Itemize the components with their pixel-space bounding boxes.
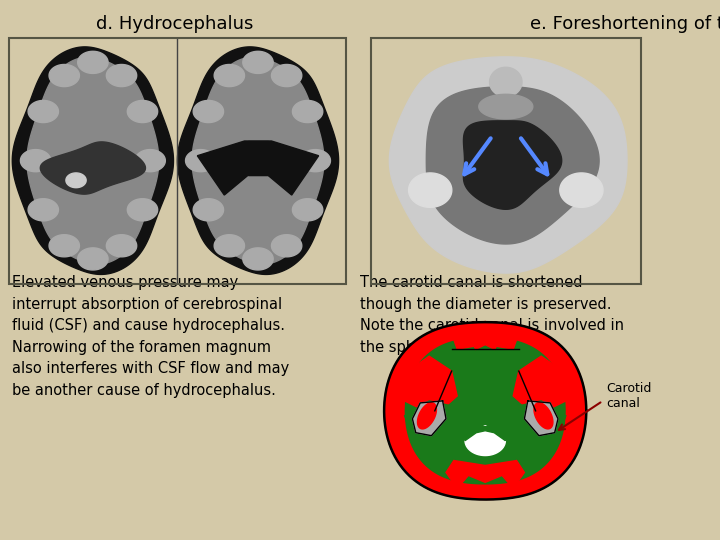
Polygon shape: [508, 401, 566, 450]
Polygon shape: [479, 94, 533, 119]
Polygon shape: [405, 338, 565, 484]
Polygon shape: [292, 199, 323, 221]
Text: Elevated venous pressure may
interrupt absorption of cerebrospinal
fluid (CSF) a: Elevated venous pressure may interrupt a…: [12, 275, 289, 398]
Polygon shape: [12, 47, 174, 274]
Polygon shape: [560, 173, 603, 207]
Polygon shape: [465, 426, 505, 456]
Polygon shape: [446, 461, 524, 488]
Polygon shape: [40, 142, 145, 194]
Polygon shape: [409, 173, 452, 207]
Polygon shape: [248, 141, 268, 176]
Polygon shape: [393, 356, 457, 416]
Polygon shape: [27, 57, 159, 264]
Text: e. Foreshortening of the carotid cana: e. Foreshortening of the carotid cana: [530, 15, 720, 33]
Polygon shape: [405, 401, 463, 450]
Polygon shape: [300, 150, 330, 172]
Text: Carotid
canal: Carotid canal: [606, 382, 652, 410]
Polygon shape: [426, 87, 599, 244]
Polygon shape: [292, 100, 323, 123]
Polygon shape: [461, 423, 510, 441]
Polygon shape: [193, 100, 223, 123]
Polygon shape: [78, 248, 108, 270]
Polygon shape: [513, 356, 577, 416]
Polygon shape: [413, 401, 446, 436]
Polygon shape: [193, 199, 223, 221]
Polygon shape: [271, 64, 302, 86]
Polygon shape: [177, 47, 338, 274]
Text: d. Hydrocephalus: d. Hydrocephalus: [96, 15, 253, 33]
Polygon shape: [107, 235, 137, 257]
Polygon shape: [214, 64, 245, 86]
Polygon shape: [524, 401, 558, 436]
Polygon shape: [271, 235, 302, 257]
Polygon shape: [28, 100, 58, 123]
Polygon shape: [127, 199, 158, 221]
Polygon shape: [490, 68, 522, 97]
Polygon shape: [192, 57, 324, 264]
Polygon shape: [464, 121, 562, 210]
Polygon shape: [390, 57, 627, 273]
Polygon shape: [418, 403, 436, 429]
Polygon shape: [451, 321, 519, 356]
Polygon shape: [135, 150, 166, 172]
Polygon shape: [28, 199, 58, 221]
Polygon shape: [214, 235, 245, 257]
Polygon shape: [78, 51, 108, 73]
Polygon shape: [243, 248, 273, 270]
Polygon shape: [66, 173, 86, 188]
Polygon shape: [20, 150, 50, 172]
Polygon shape: [384, 322, 586, 500]
Polygon shape: [465, 346, 505, 391]
Polygon shape: [197, 141, 319, 195]
Polygon shape: [534, 403, 553, 429]
Polygon shape: [49, 235, 79, 257]
Text: The carotid canal is shortened
though the diameter is preserved.
Note the caroti: The carotid canal is shortened though th…: [360, 275, 624, 355]
Polygon shape: [107, 64, 137, 86]
Polygon shape: [49, 64, 79, 86]
Polygon shape: [186, 150, 216, 172]
Polygon shape: [243, 51, 273, 73]
Polygon shape: [127, 100, 158, 123]
